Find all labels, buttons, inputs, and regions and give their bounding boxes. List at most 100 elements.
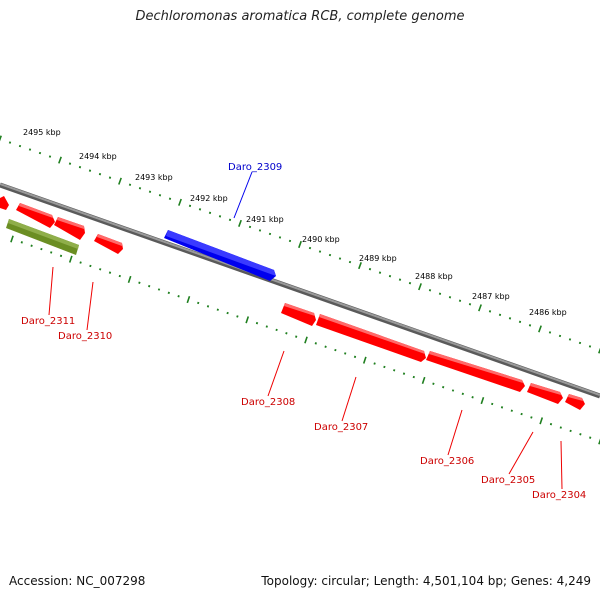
minor-tick [491, 402, 494, 406]
minor-tick [348, 260, 352, 264]
major-tick [0, 135, 2, 142]
minor-tick [528, 324, 532, 327]
major-tick [598, 347, 600, 354]
scale-label: 2486 kbp [529, 308, 567, 317]
minor-tick [8, 141, 12, 144]
gene-label-daro-2310[interactable]: Daro_2310 [58, 331, 112, 342]
major-tick [10, 235, 14, 243]
reverse-genes[interactable] [0, 196, 585, 410]
minor-tick [314, 342, 317, 345]
minor-tick [295, 335, 298, 338]
minor-tick [148, 190, 152, 193]
minor-tick [128, 183, 132, 186]
minor-tick [402, 372, 406, 375]
scale-label: 2488 kbp [415, 272, 453, 281]
minor-tick [118, 274, 121, 278]
gene-label-daro-2304[interactable]: Daro_2304 [532, 490, 586, 501]
gene-label-daro-2309[interactable]: Daro_2309 [228, 162, 282, 173]
scale-label: 2489 kbp [359, 254, 397, 263]
major-tick [418, 283, 422, 291]
minor-tick [510, 409, 513, 412]
minor-tick [468, 303, 472, 306]
minor-tick [393, 369, 396, 372]
minor-tick [412, 375, 415, 379]
major-tick [238, 219, 242, 227]
minor-tick [549, 422, 553, 426]
minor-tick [216, 308, 219, 311]
minor-tick [68, 162, 72, 165]
minor-tick [167, 291, 170, 295]
minor-tick [50, 251, 53, 254]
scale-labels: 2495 kbp 2494 kbp 2493 kbp 2492 kbp 2491… [23, 128, 567, 317]
major-tick [178, 198, 182, 206]
minor-tick [59, 254, 63, 258]
major-tick [118, 177, 122, 185]
minor-tick [18, 144, 22, 148]
major-tick [58, 156, 62, 164]
minor-tick [255, 321, 259, 325]
major-tick [362, 356, 367, 364]
scale-label: 2494 kbp [79, 152, 117, 161]
minor-tick [138, 187, 142, 190]
major-tick [598, 438, 600, 445]
minor-tick [158, 194, 162, 197]
minor-tick [388, 274, 392, 278]
major-tick [186, 296, 191, 304]
major-tick [245, 316, 250, 324]
accession-text: Accession: NC_007298 [9, 574, 146, 588]
minor-tick [334, 348, 337, 352]
scale-label: 2493 kbp [135, 173, 173, 182]
minor-tick [518, 320, 522, 324]
minor-tick [308, 246, 312, 250]
minor-tick [40, 247, 43, 251]
major-tick [358, 262, 362, 270]
minor-tick [520, 412, 523, 416]
minor-tick [588, 345, 592, 348]
minor-tick [568, 338, 572, 341]
minor-tick [218, 215, 222, 218]
scale-label: 2490 kbp [302, 235, 340, 244]
minor-tick [442, 385, 445, 389]
gene-label-daro-2308[interactable]: Daro_2308 [241, 397, 295, 408]
gene-label-daro-2307[interactable]: Daro_2307 [314, 422, 368, 433]
minor-tick [206, 305, 210, 308]
major-tick [539, 417, 544, 425]
minor-tick [338, 257, 342, 260]
minor-tick [461, 392, 464, 396]
minor-tick [138, 281, 141, 284]
minor-tick [108, 176, 112, 179]
minor-tick [508, 317, 512, 320]
gene-label-daro-2306[interactable]: Daro_2306 [420, 456, 474, 467]
gene-olive[interactable] [6, 219, 79, 255]
minor-tick [579, 433, 582, 436]
minor-tick [268, 232, 272, 236]
minor-tick [38, 151, 42, 155]
outer-scale-ticks [0, 135, 600, 354]
map-title: Dechloromonas aromatica RCB, complete ge… [135, 9, 465, 24]
gene-label-daro-2311[interactable]: Daro_2311 [21, 316, 75, 327]
major-tick [127, 275, 132, 283]
minor-tick [438, 292, 442, 295]
major-tick [421, 376, 426, 384]
minor-tick [278, 236, 282, 239]
minor-tick [48, 155, 52, 158]
minor-tick [530, 416, 533, 419]
minor-tick [79, 261, 82, 264]
minor-tick [78, 165, 82, 169]
minor-tick [328, 253, 332, 257]
minor-tick [228, 218, 232, 222]
minor-tick [498, 313, 502, 317]
minor-tick [236, 315, 239, 318]
minor-tick [451, 389, 455, 392]
minor-tick [258, 229, 262, 232]
minor-tick [471, 396, 474, 399]
gene-label-daro-2305[interactable]: Daro_2305 [481, 475, 535, 486]
minor-tick [488, 310, 492, 313]
minor-tick [589, 436, 592, 439]
minor-tick [197, 301, 200, 305]
major-tick [478, 304, 482, 312]
gene-daro-2309[interactable] [164, 230, 276, 281]
minor-tick [30, 244, 33, 247]
minor-tick [383, 365, 386, 369]
minor-tick [285, 332, 288, 335]
